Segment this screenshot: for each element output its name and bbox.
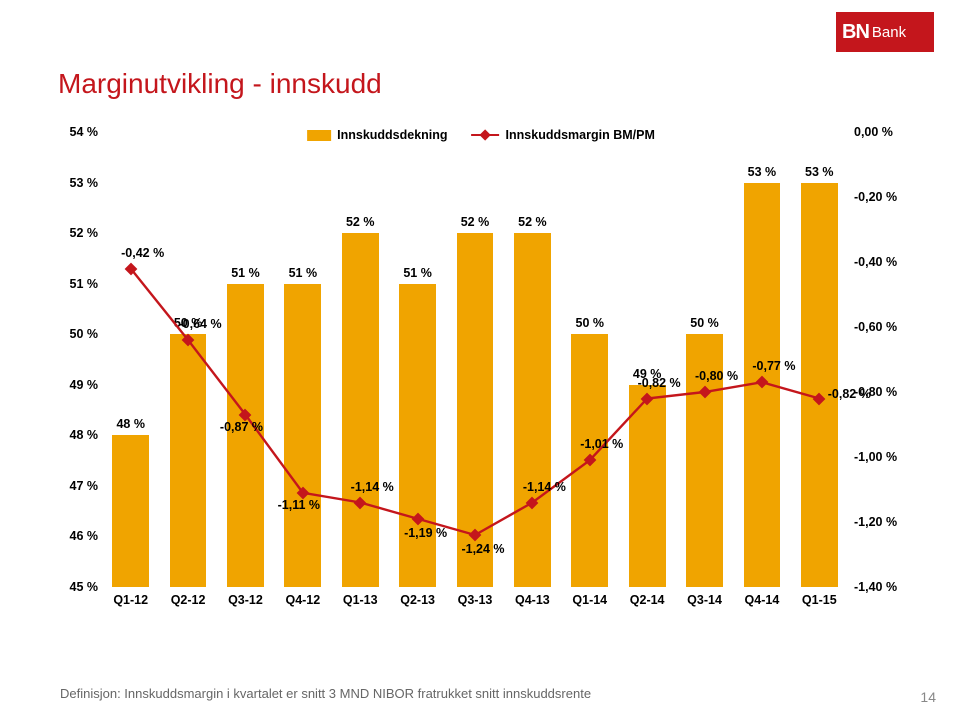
bar: 51 %	[399, 284, 436, 587]
y-right-tick: -0,80 %	[854, 385, 908, 399]
page-number: 14	[920, 689, 936, 705]
line-marker	[124, 262, 137, 275]
line-point-label: -1,24 %	[461, 542, 504, 556]
line-point-label: -1,01 %	[580, 437, 623, 451]
y-right-tick: -0,20 %	[854, 190, 908, 204]
y-left-tick: 54 %	[54, 125, 98, 139]
bar: 53 %	[801, 183, 838, 587]
line-point-label: -1,14 %	[523, 480, 566, 494]
logo-bn-text: BN	[836, 21, 869, 44]
y-left-tick: 45 %	[54, 580, 98, 594]
bar-label: 52 %	[342, 215, 379, 229]
x-tick: Q3-14	[687, 593, 722, 607]
line-point-label: -1,19 %	[404, 526, 447, 540]
y-right-tick: -0,60 %	[854, 320, 908, 334]
x-tick: Q3-12	[228, 593, 263, 607]
y-left-tick: 51 %	[54, 277, 98, 291]
x-tick: Q1-13	[343, 593, 378, 607]
y-right-tick: 0,00 %	[854, 125, 908, 139]
plot-area: 48 % 50 % 51 % 51 % 52 % 51 % 52 % 52 % 50 % 49 %…	[102, 132, 848, 587]
x-tick: Q4-14	[745, 593, 780, 607]
bar-label: 51 %	[227, 266, 264, 280]
margin-chart: Innskuddsdekning Innskuddsmargin BM/PM 4…	[54, 132, 908, 620]
y-left-tick: 46 %	[54, 529, 98, 543]
bn-bank-logo: BN Bank	[836, 12, 934, 52]
x-tick: Q2-14	[630, 593, 665, 607]
x-tick: Q4-12	[285, 593, 320, 607]
bar-label: 53 %	[801, 165, 838, 179]
x-tick: Q1-12	[113, 593, 148, 607]
y-right-tick: -1,00 %	[854, 450, 908, 464]
y-left-tick: 48 %	[54, 428, 98, 442]
bar-label: 50 %	[686, 316, 723, 330]
bar: 49 %	[629, 385, 666, 587]
line-point-label: -0,77 %	[752, 359, 795, 373]
y-left-tick: 47 %	[54, 479, 98, 493]
line-point-label: -1,11 %	[278, 498, 320, 512]
bar: 51 %	[227, 284, 264, 587]
page-title: Marginutvikling - innskudd	[58, 68, 382, 100]
bar-label: 50 %	[571, 316, 608, 330]
y-left-tick: 49 %	[54, 378, 98, 392]
bar: 52 %	[342, 233, 379, 587]
x-tick: Q4-13	[515, 593, 550, 607]
y-right-tick: -1,40 %	[854, 580, 908, 594]
bar: 48 %	[112, 435, 149, 587]
bar: 51 %	[284, 284, 321, 587]
bar-label: 51 %	[284, 266, 321, 280]
line-point-label: -0,64 %	[179, 317, 222, 331]
y-left-tick: 52 %	[54, 226, 98, 240]
x-tick: Q3-13	[458, 593, 493, 607]
y-right-tick: -0,40 %	[854, 255, 908, 269]
x-tick: Q2-13	[400, 593, 435, 607]
y-left-tick: 53 %	[54, 176, 98, 190]
y-left-tick: 50 %	[54, 327, 98, 341]
bar-label: 53 %	[744, 165, 781, 179]
x-tick: Q1-15	[802, 593, 837, 607]
logo-bank-text: Bank	[869, 24, 906, 41]
bar-label: 52 %	[514, 215, 551, 229]
bar-label: 51 %	[399, 266, 436, 280]
y-right-tick: -1,20 %	[854, 515, 908, 529]
line-point-label: -1,14 %	[351, 480, 394, 494]
line-point-label: -0,87 %	[220, 420, 263, 434]
line-point-label: -0,42 %	[121, 246, 164, 260]
bar: 50 %	[170, 334, 207, 587]
line-point-label: -0,82 %	[638, 376, 681, 390]
x-tick: Q2-12	[171, 593, 206, 607]
bar-label: 48 %	[112, 417, 149, 431]
bar-label: 52 %	[457, 215, 494, 229]
bar: 52 %	[514, 233, 551, 587]
line-point-label: -0,80 %	[695, 369, 738, 383]
footnote: Definisjon: Innskuddsmargin i kvartalet …	[60, 686, 591, 701]
x-tick: Q1-14	[572, 593, 607, 607]
